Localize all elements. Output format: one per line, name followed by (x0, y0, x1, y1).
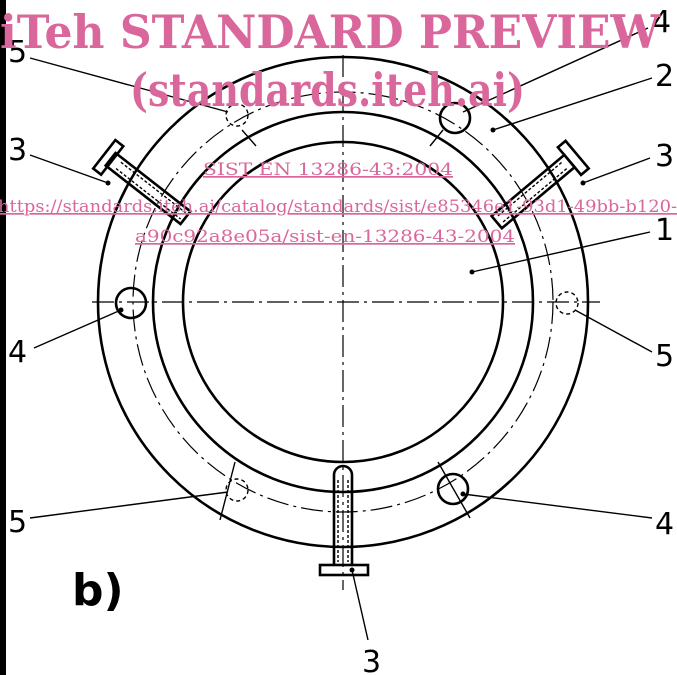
bolt-left (91, 138, 193, 226)
callout-3-bottom: 3 (362, 645, 381, 675)
callout-4-top-right: 4 (652, 5, 671, 40)
callout-5-bottom-left: 5 (8, 505, 27, 540)
hole-4-bottom-right (436, 472, 470, 506)
watermark-title: iTeh STANDARD PREVIEW (0, 5, 661, 59)
callout-3-left: 3 (8, 133, 27, 168)
figure-label: b) (72, 565, 124, 616)
hole-4-left (114, 286, 148, 320)
watermark-url-tail: a90c92a8e05a/sist-en-13286-43-2004 (135, 227, 515, 247)
callout-2: 2 (655, 59, 674, 94)
watermark-standard: SIST EN 13286-43:2004 (203, 160, 453, 180)
hole-4-top-right (438, 101, 472, 135)
watermark-url: https://standards.iteh.ai/catalog/standa… (0, 197, 677, 217)
watermark: iTeh STANDARD PREVIEW (standards.iteh.ai… (0, 5, 677, 247)
ring-ticks (219, 129, 471, 521)
callout-5-right: 5 (655, 339, 674, 374)
inner-ring (181, 140, 505, 464)
hole-5-top-left (225, 103, 249, 127)
leader-dots (105, 127, 586, 573)
bolt-bottom (318, 464, 370, 577)
callout-1: 1 (655, 213, 674, 248)
bolt-right (489, 139, 591, 231)
callout-4-bottom-right: 4 (655, 507, 674, 542)
outer-ring (96, 55, 590, 549)
hole-5-bottom-left (225, 478, 249, 502)
callout-4-left: 4 (8, 335, 27, 370)
hole-5-right (555, 291, 579, 315)
callout-3-right: 3 (655, 139, 674, 174)
bolt-circle (132, 91, 554, 513)
callout-5-top-left: 5 (8, 35, 27, 70)
leader-lines (29, 27, 653, 641)
left-border (0, 0, 6, 675)
watermark-site: (standards.iteh.ai) (130, 63, 525, 117)
middle-ring (151, 110, 535, 494)
